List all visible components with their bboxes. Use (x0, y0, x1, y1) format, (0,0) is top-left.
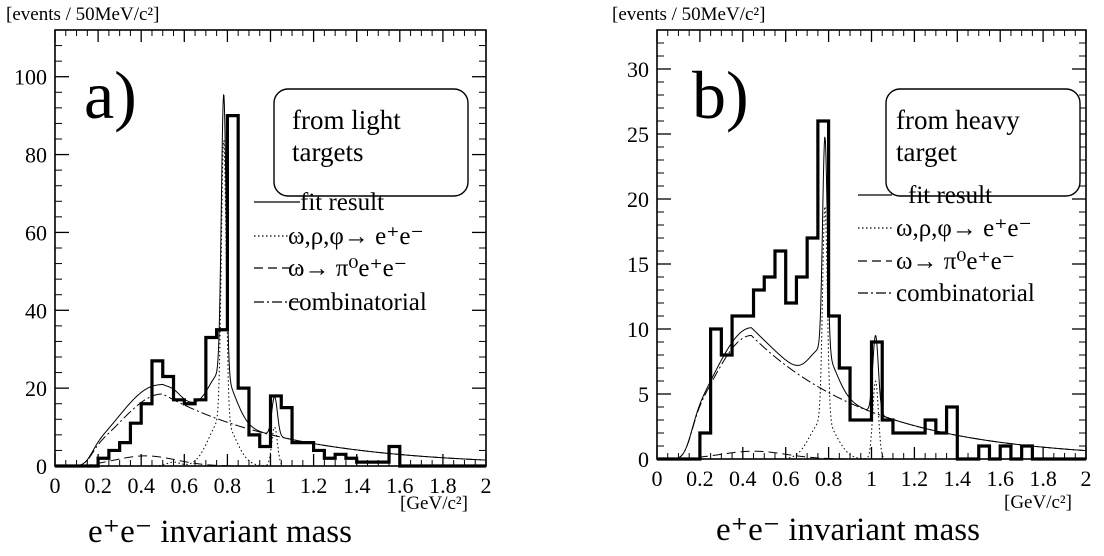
panel-b: 0 0.2 0.4 0.6 0.8 1 1.2 1.4 1.6 1.8 2051015202530[… (612, 4, 1092, 548)
x-tick-label: 0.8 (815, 466, 843, 491)
x-tick-label: 0.4 (127, 473, 155, 498)
x-tick-label: 2 (481, 473, 492, 498)
omega-dalitz-curve (657, 450, 1086, 459)
y-tick-label: 15 (627, 252, 649, 277)
y-tick-label: 0 (36, 454, 47, 479)
x-tick-label: 2 (1081, 466, 1092, 491)
x-tick-label: 0.6 (171, 473, 199, 498)
x-tick-label: 0.2 (686, 466, 714, 491)
panel-label: a) (84, 57, 137, 133)
x-axis-label: e⁺e⁻ invariant mass (88, 514, 352, 550)
y-tick-label: 100 (14, 65, 47, 90)
y-tick-label: 30 (627, 57, 649, 82)
inset-text: target (896, 137, 957, 167)
histogram (55, 114, 486, 468)
x-tick-label: 1.4 (944, 466, 972, 491)
panel-a: 0 0.2 0.4 0.6 0.8 1 1.2 1.4 1.6 1.8 2020406080100[… (6, 4, 492, 550)
x-tick-label: 0 (652, 466, 663, 491)
y-tick-label: 25 (627, 122, 649, 147)
y-tick-label: 60 (25, 220, 47, 245)
legend-label: fit result (300, 189, 384, 216)
legend-label: combinatorial (896, 280, 1035, 307)
legend-label: fit result (908, 182, 992, 209)
y-tick-label: 5 (638, 382, 649, 407)
x-tick-label: 1.4 (343, 473, 371, 498)
x-tick-label: 1 (265, 473, 276, 498)
histogram-outline (657, 119, 1086, 461)
x-tick-label: 0 (50, 473, 61, 498)
y-tick-label: 80 (25, 143, 47, 168)
x-tick-label: 0.4 (729, 466, 757, 491)
x-tick-label: 1.6 (386, 473, 414, 498)
omega-dalitz-curve (55, 455, 486, 466)
y-axis-label: [events / 50MeV/c²] (612, 4, 765, 25)
x-tick-label: 1.2 (901, 466, 929, 491)
x-tick-label: 0.8 (214, 473, 242, 498)
inset-box (885, 88, 1081, 197)
y-axis-label: [events / 50MeV/c²] (6, 4, 159, 25)
x-tick-label: 1 (866, 466, 877, 491)
histogram-outline (55, 114, 486, 468)
y-tick-label: 10 (627, 317, 649, 342)
x-tick-label: 1.8 (429, 473, 457, 498)
legend-label: ω,ρ,φ→ e⁺e⁻ (896, 215, 1032, 242)
legend-label: ω→ π⁰e⁺e⁻ (288, 255, 407, 282)
x-tick-label: 1.2 (300, 473, 328, 498)
y-tick-label: 40 (25, 298, 47, 323)
inset-text: from light (292, 105, 401, 135)
x-tick-label: 1.8 (1029, 466, 1057, 491)
y-tick-label: 20 (25, 376, 47, 401)
histogram (657, 119, 1086, 461)
x-axis-unit: [GeV/c²] (400, 493, 468, 514)
x-tick-label: 0.6 (772, 466, 800, 491)
legend-label: combinatorial (288, 289, 427, 316)
legend-label: ω,ρ,φ→ e⁺e⁻ (288, 223, 424, 250)
legend-label: ω→ π⁰e⁺e⁻ (896, 248, 1015, 275)
panel-label: b) (692, 57, 749, 133)
inset-box (273, 88, 469, 197)
x-tick-label: 1.6 (986, 466, 1014, 491)
y-tick-label: 20 (627, 187, 649, 212)
x-tick-label: 0.2 (84, 473, 112, 498)
inset-text: targets (292, 137, 363, 167)
x-axis-unit: [GeV/c²] (1004, 492, 1072, 513)
y-tick-label: 0 (638, 447, 649, 472)
x-axis-label: e⁺e⁻ invariant mass (716, 512, 980, 548)
inset-text: from heavy (896, 105, 1020, 135)
